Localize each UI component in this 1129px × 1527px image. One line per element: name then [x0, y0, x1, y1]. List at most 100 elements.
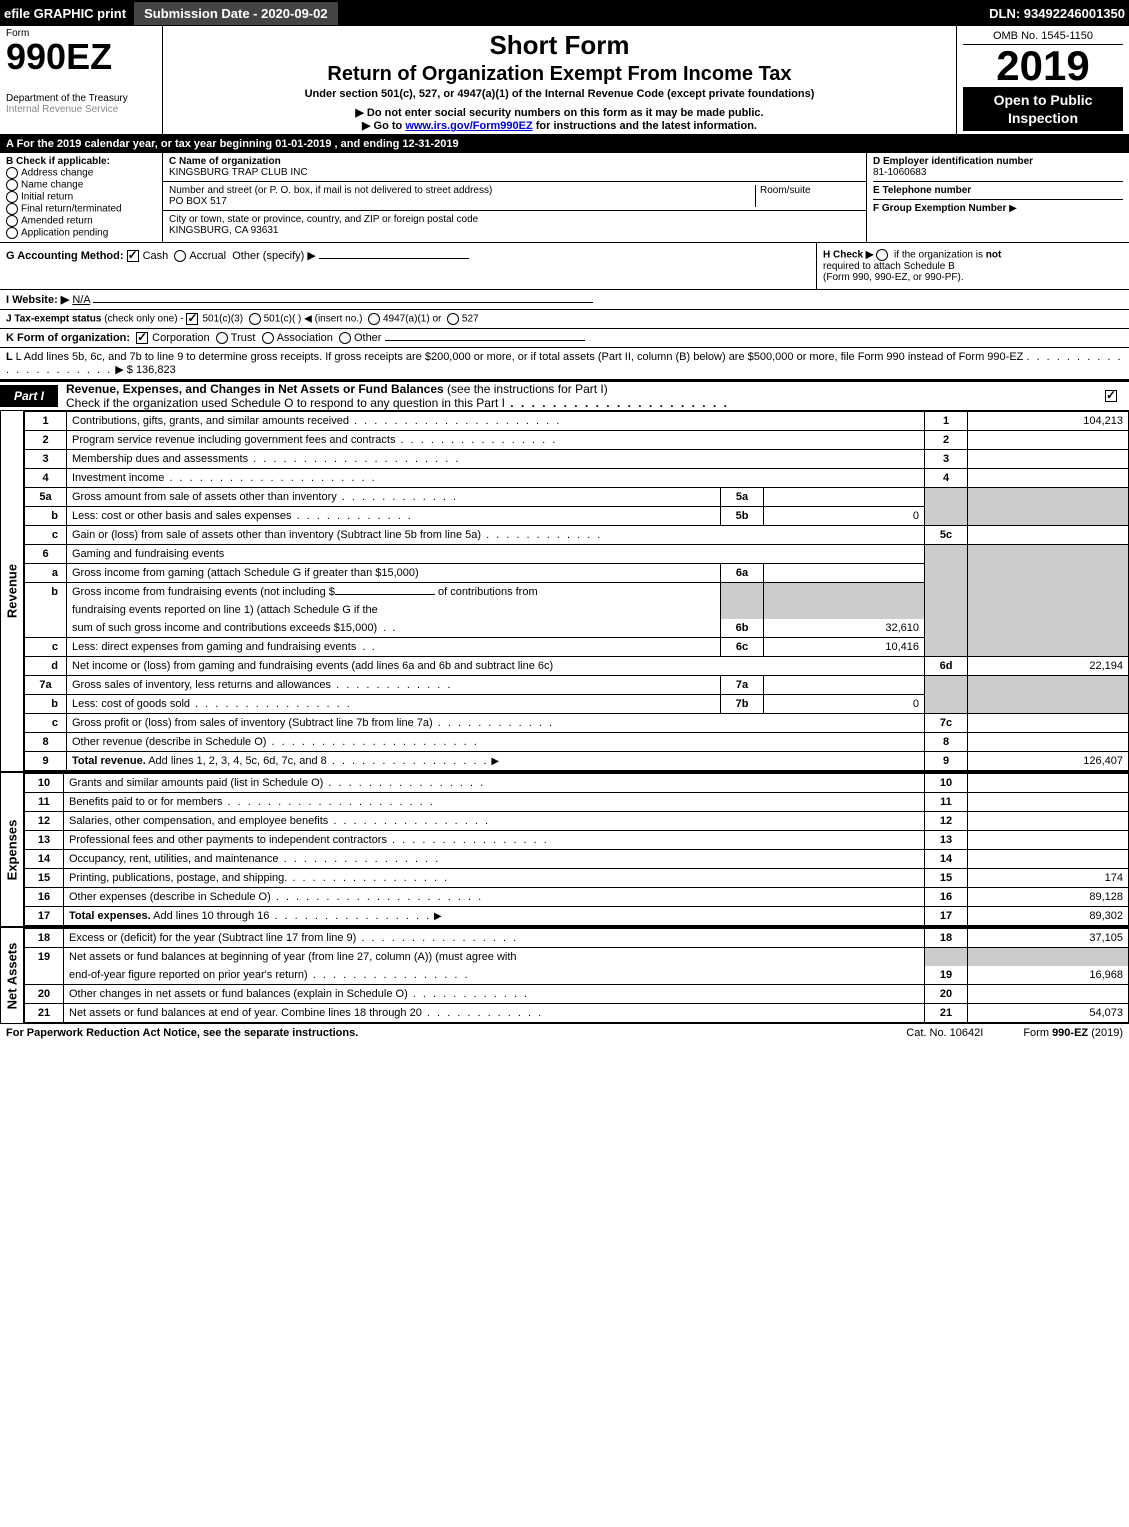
cb-corporation[interactable] — [136, 332, 148, 344]
l3-desc: Membership dues and assessments — [72, 453, 248, 465]
l10-num: 10 — [25, 774, 64, 793]
cb-amended-return[interactable] — [6, 215, 18, 227]
cb-name-change[interactable] — [6, 179, 18, 191]
l18-desc: Excess or (deficit) for the year (Subtra… — [69, 932, 356, 944]
expenses-table: 10 Grants and similar amounts paid (list … — [24, 773, 1129, 926]
org-name: KINGSBURG TRAP CLUB INC — [169, 167, 860, 178]
l5b-subval: 0 — [764, 507, 925, 526]
j-label: J Tax-exempt status — [6, 314, 101, 325]
l9-val: 126,407 — [968, 752, 1129, 771]
l14-desc: Occupancy, rent, utilities, and maintena… — [69, 853, 279, 865]
l-text: L Add lines 5b, 6c, and 7b to line 9 to … — [16, 351, 1024, 363]
l13-desc: Professional fees and other payments to … — [69, 834, 387, 846]
cb-other[interactable] — [339, 332, 351, 344]
d-label: D Employer identification number — [873, 156, 1123, 167]
opt-initial-return: Initial return — [21, 192, 73, 203]
opt-final-return: Final return/terminated — [21, 204, 122, 215]
l6b-desc4: sum of such gross income and contributio… — [72, 622, 377, 634]
l12-col: 12 — [925, 812, 968, 831]
cb-trust[interactable] — [216, 332, 228, 344]
cb-address-change[interactable] — [6, 167, 18, 179]
e-label: E Telephone number — [873, 181, 1123, 196]
l12-desc: Salaries, other compensation, and employ… — [69, 815, 328, 827]
g-other: Other (specify) ▶ — [232, 250, 316, 262]
l7c-val — [968, 714, 1129, 733]
cb-association[interactable] — [262, 332, 274, 344]
goto-post: for instructions and the latest informat… — [533, 120, 757, 132]
l5a-subval — [764, 488, 925, 507]
goto-pre: ▶ Go to — [362, 120, 405, 132]
footer-form: Form 990-EZ (2019) — [1023, 1027, 1123, 1039]
l5c-val — [968, 526, 1129, 545]
l20-num: 20 — [25, 985, 64, 1004]
l9-col: 9 — [925, 752, 968, 771]
section-a-tax-year: A For the 2019 calendar year, or tax yea… — [0, 135, 1129, 153]
j-501c3: 501(c)(3) — [202, 314, 243, 325]
l13-val — [968, 831, 1129, 850]
l19-num: 19 — [25, 948, 64, 967]
cb-application-pending[interactable] — [6, 227, 18, 239]
l9-num: 9 — [25, 752, 67, 771]
form-number: 990EZ — [6, 39, 156, 75]
l6d-desc: Net income or (loss) from gaming and fun… — [67, 657, 925, 676]
l10-val — [968, 774, 1129, 793]
k-other: Other — [354, 332, 382, 344]
dept-treasury: Department of the Treasury — [6, 93, 156, 104]
l6b-subval: 32,610 — [764, 619, 925, 638]
l10-desc: Grants and similar amounts paid (list in… — [69, 777, 323, 789]
efile-graphic-print[interactable]: efile GRAPHIC print — [4, 6, 126, 21]
l19-desc1: Net assets or fund balances at beginning… — [64, 948, 925, 967]
opt-application-pending: Application pending — [21, 228, 108, 239]
l8-col: 8 — [925, 733, 968, 752]
cb-501c3[interactable] — [186, 313, 198, 325]
l6c-sub: 6c — [721, 638, 764, 657]
g-cash: Cash — [143, 250, 169, 262]
l11-num: 11 — [25, 793, 64, 812]
l1-num: 1 — [25, 412, 67, 431]
cb-501c[interactable] — [249, 313, 261, 325]
cb-final-return[interactable] — [6, 203, 18, 215]
section-l: L L Add lines 5b, 6c, and 7b to line 9 t… — [0, 348, 1129, 380]
k-assoc: Association — [277, 332, 333, 344]
l6b-desc3: fundraising events reported on line 1) (… — [67, 601, 721, 619]
l6a-num: a — [25, 564, 67, 583]
l1-desc: Contributions, gifts, grants, and simila… — [72, 415, 349, 427]
l5c-num: c — [25, 526, 67, 545]
j-501c: 501(c)( ) ◀ (insert no.) — [264, 314, 363, 325]
l7c-num: c — [25, 714, 67, 733]
section-b-label: B Check if applicable: — [6, 156, 156, 167]
l6-num: 6 — [25, 545, 67, 564]
goto-link[interactable]: www.irs.gov/Form990EZ — [405, 120, 532, 132]
j-527: 527 — [462, 314, 479, 325]
i-label: I Website: ▶ — [6, 294, 69, 306]
cb-not-required[interactable] — [876, 249, 888, 261]
l1-col: 1 — [925, 412, 968, 431]
tax-year: 2019 — [963, 45, 1123, 87]
cb-schedule-o-used[interactable] — [1105, 390, 1117, 402]
l15-num: 15 — [25, 869, 64, 888]
l19-col: 19 — [925, 966, 968, 985]
cb-accrual[interactable] — [174, 250, 186, 262]
cb-4947[interactable] — [368, 313, 380, 325]
l7b-desc: Less: cost of goods sold — [72, 698, 190, 710]
section-i: I Website: ▶ N/A — [0, 290, 1129, 310]
l14-col: 14 — [925, 850, 968, 869]
l3-num: 3 — [25, 450, 67, 469]
part-1-tab: Part I — [0, 385, 58, 407]
section-def: D Employer identification number 81-1060… — [867, 153, 1129, 242]
l20-val — [968, 985, 1129, 1004]
l7b-num: b — [25, 695, 67, 714]
cb-cash[interactable] — [127, 250, 139, 262]
cb-527[interactable] — [447, 313, 459, 325]
section-g: G Accounting Method: Cash Accrual Other … — [0, 243, 816, 289]
info-block: B Check if applicable: Address change Na… — [0, 153, 1129, 243]
f-label: F Group Exemption Number — [873, 203, 1006, 214]
org-street: PO BOX 517 — [169, 196, 755, 207]
net-assets-table: 18Excess or (deficit) for the year (Subt… — [24, 928, 1129, 1023]
l7b-sub: 7b — [721, 695, 764, 714]
cb-initial-return[interactable] — [6, 191, 18, 203]
section-c: C Name of organization KINGSBURG TRAP CL… — [163, 153, 867, 242]
c-street-label: Number and street (or P. O. box, if mail… — [169, 185, 755, 196]
l7a-sub: 7a — [721, 676, 764, 695]
l2-num: 2 — [25, 431, 67, 450]
